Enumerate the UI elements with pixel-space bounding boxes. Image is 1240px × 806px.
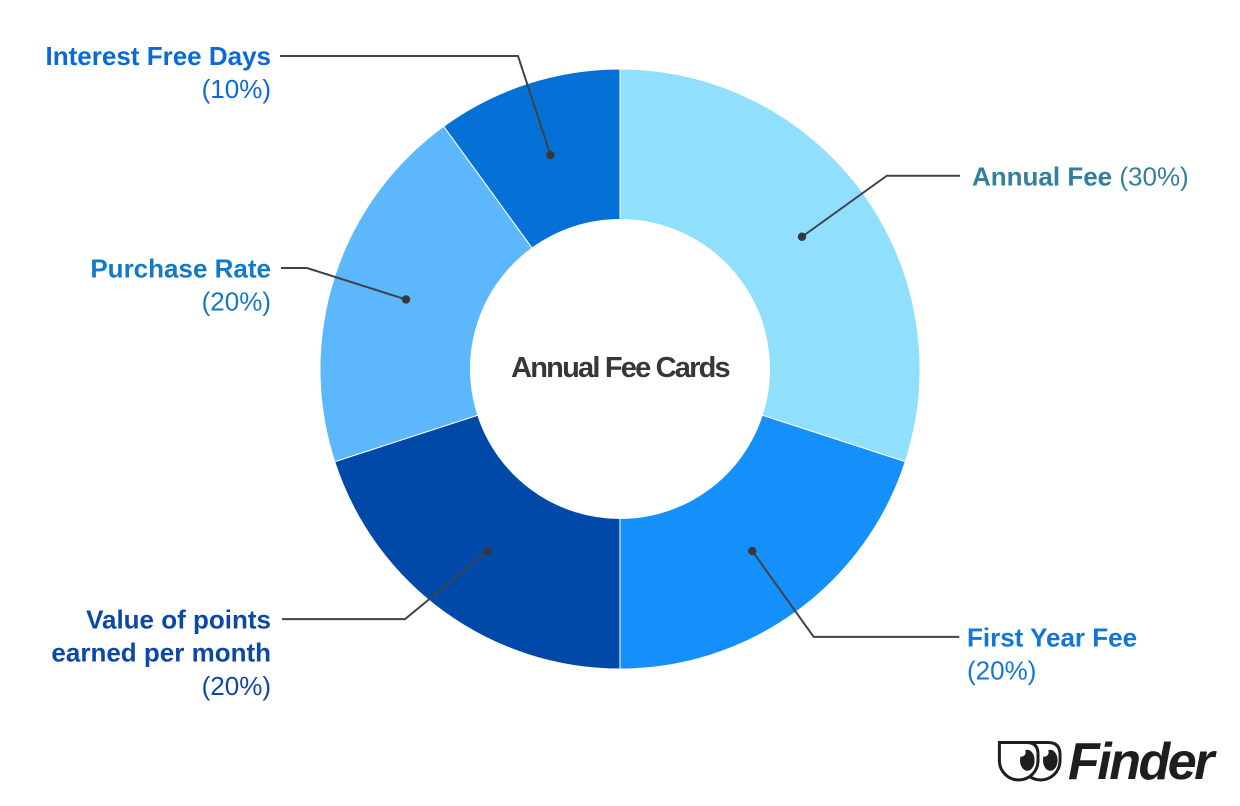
- svg-text:Purchase Rate: Purchase Rate: [90, 254, 271, 284]
- svg-text:Value of points: Value of points: [86, 605, 271, 635]
- svg-text:Interest Free Days: Interest Free Days: [46, 41, 271, 71]
- svg-text:(20%): (20%): [202, 287, 271, 317]
- svg-text:Annual Fee (30%): Annual Fee (30%): [972, 162, 1189, 192]
- svg-text:earned per month: earned per month: [51, 638, 271, 668]
- svg-text:(20%): (20%): [202, 671, 271, 701]
- svg-text:(20%): (20%): [967, 656, 1036, 686]
- svg-text:(10%): (10%): [202, 74, 271, 104]
- svg-text:First Year Fee: First Year Fee: [967, 623, 1137, 653]
- svg-text:Finder: Finder: [1068, 733, 1217, 791]
- svg-text:Annual Fee Cards: Annual Fee Cards: [511, 352, 729, 384]
